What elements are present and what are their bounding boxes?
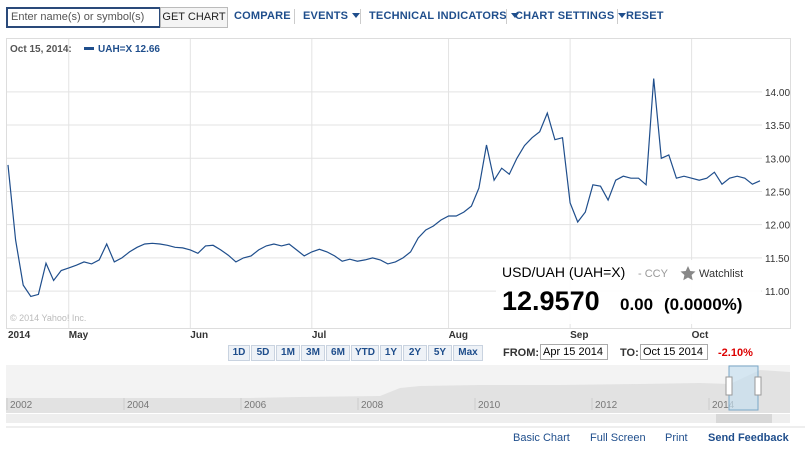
navigator-handle[interactable]: [754, 376, 762, 396]
reset-button[interactable]: RESET: [626, 10, 664, 22]
navigator-year: 2008: [361, 400, 384, 411]
navigator-window[interactable]: [728, 365, 759, 411]
scrollbar-thumb[interactable]: [716, 414, 772, 423]
navigator-year: 2006: [244, 400, 267, 411]
y-tick-label: 13.00: [765, 154, 790, 165]
quote-exchange: - CCY: [638, 268, 669, 280]
watermark: © 2014 Yahoo! Inc.: [10, 313, 86, 323]
navigator-year: 2010: [478, 400, 501, 411]
x-tick-label: 2014: [8, 330, 31, 341]
price-line: [7, 78, 761, 298]
get-chart-button[interactable]: GET CHART: [160, 7, 228, 28]
settings-menu[interactable]: CHART SETTINGS: [515, 10, 626, 22]
legend-entry: UAH=X 12.66: [98, 44, 160, 55]
navigator-area: [6, 370, 790, 413]
y-tick-label: 12.00: [765, 221, 790, 232]
compare-button[interactable]: COMPARE: [234, 10, 291, 22]
to-label: TO:: [620, 347, 639, 359]
range-button[interactable]: 1M: [276, 345, 300, 361]
indicators-menu[interactable]: TECHNICAL INDICATORS: [369, 10, 519, 22]
y-tick-label: 11.50: [765, 254, 790, 265]
separator: [506, 9, 507, 24]
range-button[interactable]: 1Y: [380, 345, 402, 361]
events-menu[interactable]: EVENTS: [303, 10, 360, 22]
full-screen-link[interactable]: Full Screen: [590, 432, 646, 444]
y-tick-label: 14.00: [765, 88, 790, 99]
navigator-year: 2012: [595, 400, 618, 411]
y-tick-label: 13.50: [765, 121, 790, 132]
range-button[interactable]: 2Y: [403, 345, 427, 361]
watchlist-link[interactable]: Watchlist: [699, 268, 743, 280]
range-button[interactable]: 6M: [326, 345, 350, 361]
range-button[interactable]: YTD: [351, 345, 379, 361]
separator: [360, 9, 361, 24]
quote-change-pct: (0.0000%): [664, 295, 742, 314]
send-feedback-link[interactable]: Send Feedback: [708, 432, 789, 444]
legend-name: UAH=X: [98, 44, 133, 55]
navigator-year: 2004: [127, 400, 150, 411]
legend-swatch: [84, 47, 94, 50]
x-tick-label: Jul: [312, 330, 327, 341]
quote-name: USD/UAH (UAH=X): [502, 264, 625, 280]
range-button[interactable]: Max: [453, 345, 483, 361]
range-button[interactable]: 5Y: [428, 345, 452, 361]
navigator-handle[interactable]: [725, 376, 733, 396]
header-date: Oct 15, 2014:: [10, 44, 72, 55]
navigator-year: 2014: [712, 400, 735, 411]
y-tick-label: 11.00: [765, 287, 790, 298]
x-tick-label: Aug: [449, 330, 468, 341]
from-input[interactable]: Apr 15 2014: [540, 344, 608, 360]
range-change: -2.10%: [718, 347, 753, 359]
quote-change: 0.00: [620, 295, 653, 314]
star-icon[interactable]: [680, 266, 696, 281]
range-button[interactable]: 1D: [228, 345, 250, 361]
quote-box: [496, 260, 761, 324]
range-button[interactable]: 3M: [301, 345, 325, 361]
range-button[interactable]: 5D: [251, 345, 275, 361]
to-input[interactable]: Oct 15 2014: [640, 344, 708, 360]
quote-price: 12.9570: [502, 286, 600, 316]
print-link[interactable]: Print: [665, 432, 688, 444]
x-tick-label: Jun: [190, 330, 208, 341]
from-label: FROM:: [503, 347, 540, 359]
x-tick-label: Sep: [570, 330, 588, 341]
scrollbar: [6, 414, 790, 423]
basic-chart-link[interactable]: Basic Chart: [513, 432, 570, 444]
legend-value: 12.66: [135, 44, 160, 55]
navigator-year: 2002: [10, 400, 33, 411]
separator: [294, 9, 295, 24]
x-tick-label: May: [69, 330, 89, 341]
y-tick-label: 12.50: [765, 187, 790, 198]
x-tick-label: Oct: [692, 330, 709, 341]
separator: [617, 9, 618, 24]
